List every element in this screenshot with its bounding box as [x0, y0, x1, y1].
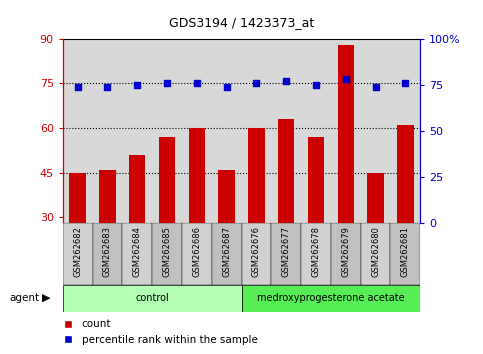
FancyBboxPatch shape	[301, 223, 331, 285]
Point	[253, 80, 260, 86]
FancyBboxPatch shape	[182, 223, 212, 285]
Bar	[397, 125, 413, 306]
Text: GSM262683: GSM262683	[103, 226, 112, 277]
Legend: count, percentile rank within the sample: count, percentile rank within the sample	[54, 315, 262, 349]
FancyBboxPatch shape	[93, 223, 122, 285]
Bar	[248, 128, 265, 306]
Text: GDS3194 / 1423373_at: GDS3194 / 1423373_at	[169, 16, 314, 29]
Bar	[189, 128, 205, 306]
Point	[133, 82, 141, 88]
FancyBboxPatch shape	[63, 285, 242, 312]
Text: ▶: ▶	[42, 293, 50, 303]
FancyBboxPatch shape	[361, 223, 390, 285]
Bar	[99, 170, 115, 306]
Point	[223, 84, 230, 90]
Bar	[368, 172, 384, 306]
Text: GSM262684: GSM262684	[133, 226, 142, 277]
Text: GSM262680: GSM262680	[371, 226, 380, 277]
Bar	[338, 45, 354, 306]
Point	[163, 80, 171, 86]
Bar	[218, 170, 235, 306]
FancyBboxPatch shape	[242, 223, 271, 285]
Text: GSM262677: GSM262677	[282, 226, 291, 277]
FancyBboxPatch shape	[242, 285, 420, 312]
Text: GSM262682: GSM262682	[73, 226, 82, 277]
FancyBboxPatch shape	[63, 223, 93, 285]
FancyBboxPatch shape	[271, 223, 301, 285]
Bar	[308, 137, 324, 306]
Bar	[129, 155, 145, 306]
Text: GSM262676: GSM262676	[252, 226, 261, 277]
Text: GSM262681: GSM262681	[401, 226, 410, 277]
Point	[282, 79, 290, 84]
Point	[372, 84, 380, 90]
Text: agent: agent	[10, 293, 40, 303]
Text: GSM262679: GSM262679	[341, 226, 350, 277]
Bar	[278, 119, 294, 306]
Text: GSM262686: GSM262686	[192, 226, 201, 277]
Point	[74, 84, 82, 90]
Point	[104, 84, 112, 90]
Bar	[159, 137, 175, 306]
Text: GSM262687: GSM262687	[222, 226, 231, 277]
FancyBboxPatch shape	[212, 223, 242, 285]
Text: medroxyprogesterone acetate: medroxyprogesterone acetate	[257, 293, 405, 303]
FancyBboxPatch shape	[152, 223, 182, 285]
Bar	[70, 172, 86, 306]
Point	[312, 82, 320, 88]
Text: GSM262685: GSM262685	[163, 226, 171, 277]
FancyBboxPatch shape	[122, 223, 152, 285]
FancyBboxPatch shape	[331, 223, 361, 285]
Point	[342, 76, 350, 82]
Point	[193, 80, 201, 86]
Text: control: control	[135, 293, 169, 303]
FancyBboxPatch shape	[390, 223, 420, 285]
Text: GSM262678: GSM262678	[312, 226, 320, 277]
Point	[401, 80, 409, 86]
